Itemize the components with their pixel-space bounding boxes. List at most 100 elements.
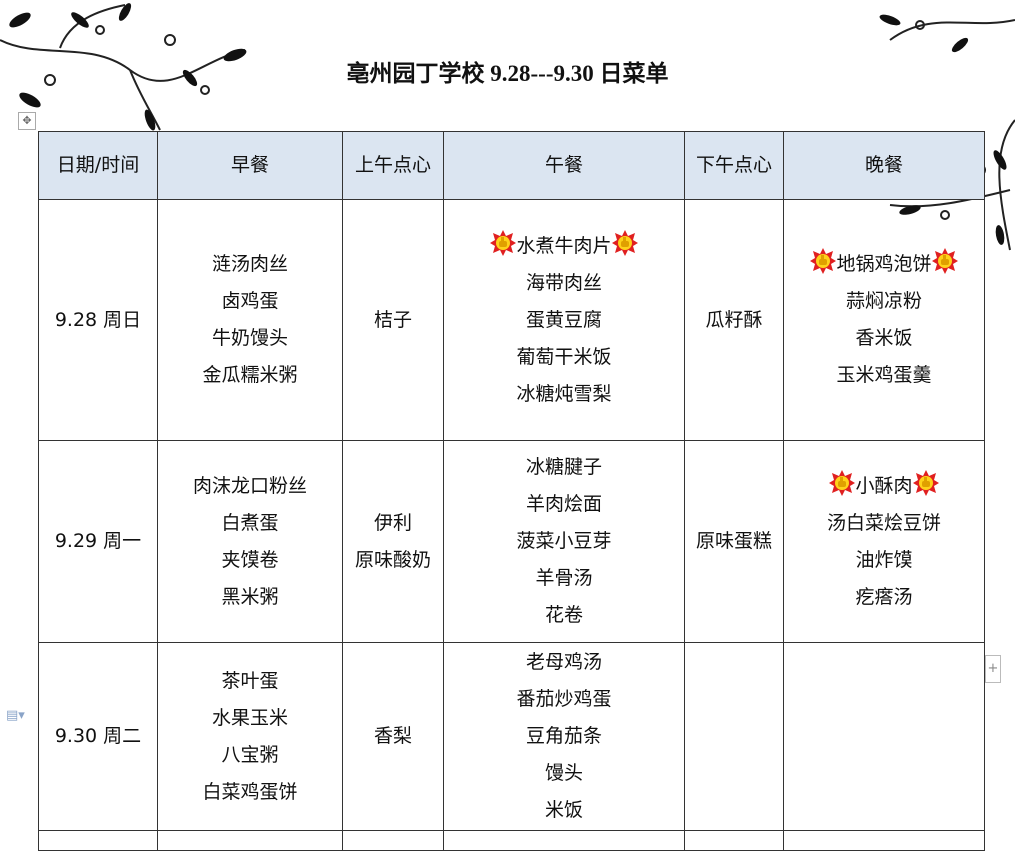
- menu-item-label: 瓜籽酥: [705, 308, 763, 331]
- menu-item: 老母鸡汤: [444, 644, 684, 681]
- am-snack-cell: 香梨: [342, 642, 444, 831]
- menu-item: 涟汤肉丝: [158, 246, 342, 283]
- menu-item-label: 葡萄干米饭: [516, 345, 612, 368]
- menu-item: 桔子: [343, 302, 443, 339]
- menu-item-label: 香梨: [373, 725, 412, 747]
- column-header: 上午点心: [342, 131, 444, 200]
- column-header: 晚餐: [783, 131, 985, 200]
- menu-item-label: 黑米粥: [221, 585, 279, 608]
- thumbs-up-badge-icon: [931, 248, 958, 274]
- menu-item-label: 馒头: [544, 762, 583, 784]
- menu-item-label: 花卷: [544, 604, 583, 626]
- thumbs-up-badge-icon: [829, 469, 856, 496]
- menu-item: 油炸馍: [784, 542, 984, 579]
- empty-cell: [38, 830, 158, 851]
- menu-item: 白菜鸡蛋饼: [158, 774, 342, 811]
- menu-item: 馒头: [444, 755, 684, 792]
- table-row: 9.28 周日 涟汤肉丝卤鸡蛋牛奶馒头金瓜糯米粥 桔子 水煮牛肉片海带肉丝蛋黄豆腐葡萄…: [38, 199, 985, 441]
- document-icon[interactable]: ▤▾: [6, 708, 25, 723]
- thumbs-up-badge-icon: [912, 469, 939, 496]
- date-cell: 9.28 周日: [38, 199, 158, 441]
- menu-item-label: 羊肉烩面: [525, 493, 602, 515]
- menu-item: 地锅鸡泡饼: [784, 246, 984, 283]
- menu-item-label: 水煮牛肉片: [516, 234, 612, 257]
- menu-item-label: 牛奶馒头: [211, 327, 288, 349]
- menu-item-label: 冰糖炖雪梨: [516, 382, 612, 405]
- menu-item-label: 油炸馍: [855, 548, 913, 571]
- table-row: [38, 830, 985, 851]
- menu-item-label: 八宝粥: [221, 743, 279, 766]
- menu-table: 日期/时间 早餐 上午点心 午餐 下午点心 晚餐 9.28 周日 涟汤肉丝 卤鸡蛋 牛奶馒头 金瓜…: [38, 131, 985, 851]
- menu-item-label: 羊骨汤: [535, 567, 593, 589]
- menu-item: 汤白菜烩豆饼: [784, 505, 984, 542]
- plus-icon[interactable]: +: [985, 655, 1001, 683]
- menu-item: 香梨: [343, 718, 443, 755]
- page-title: 亳州园丁学校 9.28---9.30 日菜单: [346, 61, 669, 86]
- menu-item: 原味酸奶: [343, 542, 443, 579]
- menu-item-label: 汤白菜烩豆饼: [826, 511, 941, 534]
- pm-snack-cell: [684, 642, 784, 831]
- menu-item: 海带肉丝: [444, 265, 684, 302]
- menu-item-label: 小酥肉: [855, 474, 913, 497]
- lunch-cell: 老母鸡汤 番茄炒鸡蛋豆角茄条馒头米饭: [443, 642, 685, 831]
- thumbs-up-badge-icon: [490, 229, 517, 256]
- breakfast-cell: 肉沫龙口粉丝 白煮蛋 夹馍卷 黑米粥: [157, 440, 343, 643]
- menu-item: 水煮牛肉片: [444, 228, 684, 265]
- menu-item: 卤鸡蛋: [158, 283, 342, 320]
- menu-item: 番茄炒鸡蛋: [444, 681, 684, 718]
- menu-item: 黑米粥: [158, 579, 342, 616]
- menu-item-label: 肉沫龙口粉丝: [192, 474, 307, 497]
- menu-item-label: 白菜鸡蛋饼: [202, 780, 298, 803]
- menu-item: 米饭: [444, 792, 684, 829]
- menu-item: 羊骨汤: [444, 560, 684, 597]
- table-row: 9.30 周二 茶叶蛋 水果玉米 八宝粥 白菜鸡蛋饼 香梨 老母鸡汤 番茄炒鸡蛋 豆角茄条 馒头米…: [38, 642, 985, 831]
- menu-item: 茶叶蛋: [158, 663, 342, 700]
- pm-snack-cell: 原味蛋糕: [684, 440, 784, 643]
- menu-item: 伊利: [343, 505, 443, 542]
- menu-item-label: 卤鸡蛋: [221, 290, 279, 312]
- menu-item: 玉米鸡蛋羹: [784, 357, 984, 394]
- menu-item-label: 冰糖腱子: [525, 456, 602, 478]
- menu-item-label: 原味蛋糕: [695, 530, 772, 552]
- menu-item: 牛奶馒头: [158, 320, 342, 357]
- menu-item: 蛋黄豆腐: [444, 302, 684, 339]
- menu-item: 疙瘩汤: [784, 579, 984, 616]
- menu-item: 羊肉烩面: [444, 486, 684, 523]
- menu-item: 白煮蛋: [158, 505, 342, 542]
- menu-item: 八宝粥: [158, 737, 342, 774]
- menu-item-label: 茶叶蛋: [221, 669, 279, 692]
- empty-cell: [342, 830, 444, 851]
- menu-item-label: 蒜焖凉粉: [845, 290, 922, 312]
- move-handle-icon[interactable]: ✥: [18, 112, 36, 130]
- menu-item-label: 伊利: [373, 511, 412, 534]
- date-cell: 9.30 周二: [38, 642, 158, 831]
- menu-item: 香米饭: [784, 320, 984, 357]
- menu-item: 葡萄干米饭: [444, 339, 684, 376]
- menu-item: 水果玉米: [158, 700, 342, 737]
- menu-item-label: 菠菜小豆芽: [516, 530, 612, 552]
- menu-item: 瓜籽酥: [685, 302, 783, 339]
- menu-item: 豆角茄条: [444, 718, 684, 755]
- lunch-cell: 冰糖腱子羊肉烩面菠菜小豆芽羊骨汤花卷: [443, 440, 685, 643]
- menu-item-label: 疙瘩汤: [855, 585, 913, 608]
- date-cell: 9.29 周一: [38, 440, 158, 643]
- menu-item-label: 白煮蛋: [221, 511, 279, 534]
- breakfast-cell: 茶叶蛋水果玉米八宝粥白菜鸡蛋饼: [157, 642, 343, 831]
- lunch-cell: 水煮牛肉片海带肉丝蛋黄豆腐葡萄干米饭冰糖炖雪梨: [443, 199, 685, 441]
- empty-cell: [684, 830, 784, 851]
- menu-item-label: 玉米鸡蛋羹: [836, 364, 932, 386]
- menu-item: 菠菜小豆芽: [444, 523, 684, 560]
- menu-item-label: 桔子: [373, 308, 412, 331]
- column-header: 日期/时间: [38, 131, 158, 200]
- empty-cell: [157, 830, 343, 851]
- thumbs-up-badge-icon: [810, 248, 837, 274]
- empty-cell: [443, 830, 685, 851]
- thumbs-up-badge-icon: [611, 229, 638, 256]
- menu-item-label: 海带肉丝: [525, 271, 602, 294]
- am-snack-cell: 伊利 原味酸奶: [342, 440, 444, 643]
- dinner-cell: [783, 642, 985, 831]
- menu-item-label: 豆角茄条: [525, 725, 602, 747]
- menu-item: 小酥肉: [784, 468, 984, 505]
- menu-item: 蒜焖凉粉: [784, 283, 984, 320]
- menu-item: 金瓜糯米粥: [158, 357, 342, 394]
